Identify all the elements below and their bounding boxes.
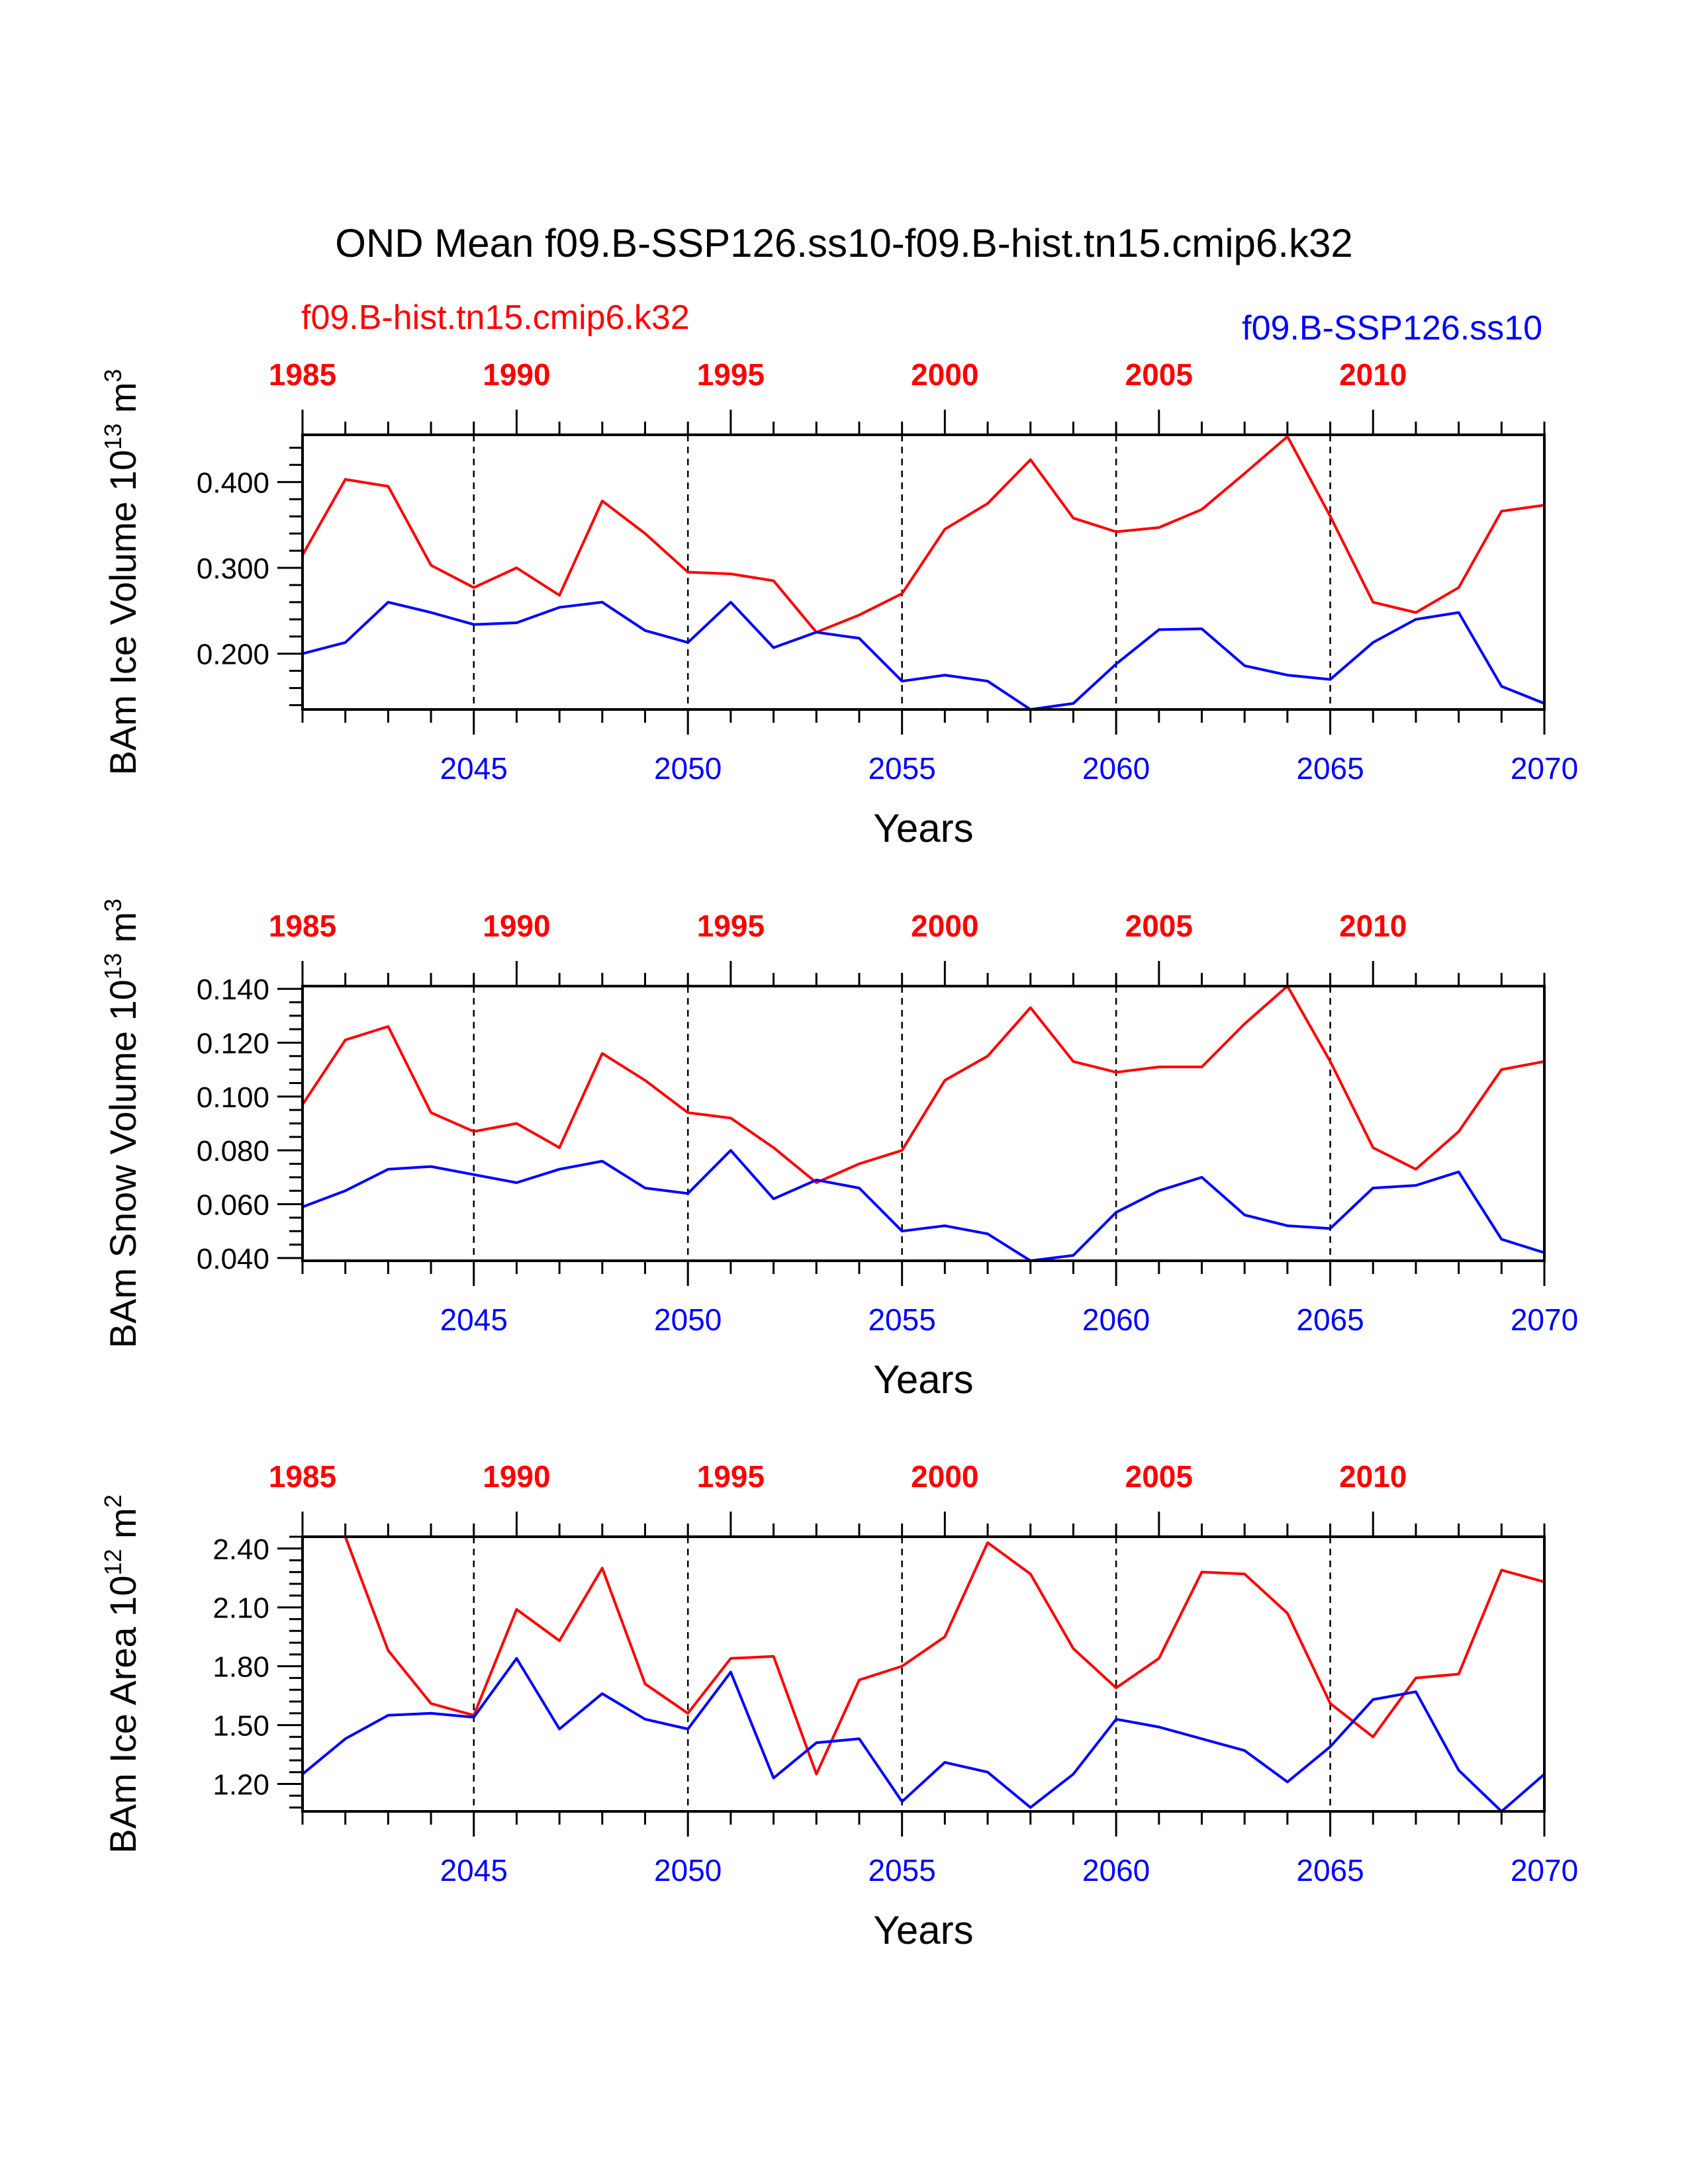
x-tick-label: 2065 <box>1296 1853 1364 1888</box>
x-tick-label: 2070 <box>1511 1853 1578 1888</box>
y-tick-label: 0.120 <box>197 1027 269 1060</box>
y-axis-title: BAm Ice Area 1012 m2 <box>99 1494 144 1854</box>
series-line-hist <box>303 1535 1545 1776</box>
top-x-tick-label: 1995 <box>697 357 765 392</box>
top-x-tick-label: 1985 <box>269 1459 336 1494</box>
x-tick-label: 2060 <box>1082 751 1150 786</box>
x-tick-label: 2060 <box>1082 1853 1150 1888</box>
y-tick-label: 0.040 <box>197 1243 269 1275</box>
x-tick-label: 2050 <box>654 1853 722 1888</box>
figure-title: OND Mean f09.B-SSP126.ss10-f09.B-hist.tn… <box>335 221 1352 265</box>
x-tick-label: 2060 <box>1082 1302 1150 1337</box>
y-tick-label: 1.80 <box>212 1651 269 1684</box>
series-line-ssp126 <box>302 600 1545 711</box>
series-line-ssp126 <box>302 1149 1545 1262</box>
y-tick-label: 1.50 <box>212 1710 269 1743</box>
top-x-tick-label: 2000 <box>911 909 978 943</box>
plot-frame <box>301 433 1546 711</box>
y-tick-label: 0.300 <box>197 553 269 585</box>
x-tick-label: 2055 <box>868 1853 935 1888</box>
chart-panel-1: 2045 2050 2055 2060 2065 2070 1985 1990 1995 2000… <box>99 357 1578 850</box>
series-line-ssp126 <box>301 1657 1546 1813</box>
x-tick-label: 2050 <box>654 1302 722 1337</box>
top-x-tick-label: 2005 <box>1125 357 1193 392</box>
y-tick-label: 0.140 <box>197 974 269 1006</box>
y-tick-label: 2.10 <box>212 1592 269 1625</box>
y-axis-title: BAm Snow Volume 1013 m3 <box>99 899 144 1348</box>
top-x-tick-label: 2010 <box>1339 909 1407 943</box>
legend-label-hist: f09.B-hist.tn15.cmip6.k32 <box>301 298 690 337</box>
top-x-tick-label: 1985 <box>269 909 336 943</box>
series-line-hist <box>301 985 1545 1184</box>
panels-group: 2045 2050 2055 2060 2065 2070 1985 1990 1995 2000… <box>99 357 1578 1952</box>
series-line-hist <box>301 435 1545 634</box>
top-x-tick-label: 2000 <box>911 357 978 392</box>
x-tick-label: 2055 <box>868 1302 935 1337</box>
x-axis-title: Years <box>873 1908 973 1952</box>
y-axis-title: BAm Ice Volume 1013 m3 <box>99 369 144 775</box>
top-x-tick-label: 1990 <box>483 357 550 392</box>
legend-label-ssp126: f09.B-SSP126.ss10 <box>1242 309 1542 347</box>
top-x-tick-label: 1995 <box>697 909 765 943</box>
top-x-tick-label: 2010 <box>1339 1459 1407 1494</box>
y-tick-label: 0.100 <box>197 1081 269 1114</box>
x-tick-label: 2045 <box>440 1853 508 1888</box>
x-tick-label: 2045 <box>440 1302 508 1337</box>
x-tick-label: 2050 <box>654 751 722 786</box>
x-axis-title: Years <box>873 1357 973 1402</box>
x-tick-label: 2070 <box>1511 751 1578 786</box>
y-tick-label: 0.080 <box>197 1135 269 1167</box>
x-tick-label: 2055 <box>868 751 935 786</box>
x-tick-label: 2070 <box>1511 1302 1578 1337</box>
plot-frame <box>301 1535 1546 1813</box>
top-x-tick-label: 1990 <box>483 1459 550 1494</box>
y-tick-label: 0.060 <box>197 1189 269 1222</box>
x-tick-label: 2065 <box>1296 1302 1364 1337</box>
x-axis-title: Years <box>873 806 973 850</box>
top-x-tick-label: 2005 <box>1125 909 1193 943</box>
chart-panel-3: 2045 2050 2055 2060 2065 2070 1985 1990 1995 2000… <box>99 1459 1578 1952</box>
top-x-tick-label: 1985 <box>269 357 336 392</box>
top-x-tick-label: 2005 <box>1125 1459 1193 1494</box>
y-tick-label: 2.40 <box>212 1533 269 1566</box>
top-x-tick-label: 2000 <box>911 1459 978 1494</box>
top-x-tick-label: 1990 <box>483 909 550 943</box>
y-tick-label: 1.20 <box>212 1769 269 1801</box>
x-tick-label: 2045 <box>440 751 508 786</box>
top-x-tick-label: 1995 <box>697 1459 765 1494</box>
y-tick-label: 0.200 <box>197 639 269 671</box>
y-tick-label: 0.400 <box>197 467 269 499</box>
top-x-tick-label: 2010 <box>1339 357 1407 392</box>
chart-panel-2: 2045 2050 2055 2060 2065 2070 1985 1990 1995 2000… <box>99 899 1578 1402</box>
x-tick-label: 2065 <box>1296 751 1364 786</box>
